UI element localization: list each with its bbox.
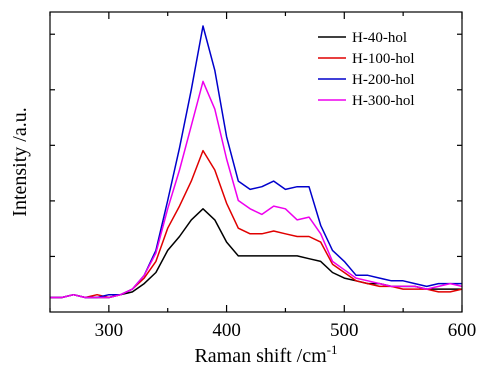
y-axis-title: Intensity /a.u. xyxy=(9,107,31,216)
series-layer xyxy=(50,25,463,299)
x-ticks: 300 400 500 600 xyxy=(49,12,477,341)
x-axis-title-text: Raman shift /cm xyxy=(194,345,327,367)
legend-label: H-300-hol xyxy=(352,93,415,109)
legend-label: H-100-hol xyxy=(352,51,415,67)
x-tick-label: 400 xyxy=(212,320,241,341)
y-ticks xyxy=(50,33,462,258)
legend-label: H-40-hol xyxy=(352,30,407,46)
series-line-h-40-hol xyxy=(50,208,462,299)
x-tick-label: 600 xyxy=(448,320,477,341)
x-axis-title: Raman shift /cm-1 xyxy=(194,342,337,367)
x-tick-label: 500 xyxy=(330,320,359,341)
legend-label: H-200-hol xyxy=(352,72,415,88)
x-tick-label: 300 xyxy=(95,320,124,341)
series-line-h-300-hol xyxy=(50,80,463,299)
x-axis-title-superscript: -1 xyxy=(327,342,338,357)
legend: H-40-hol H-100-hol H-200-hol H-300-hol xyxy=(318,30,415,109)
plot-frame xyxy=(49,11,463,313)
series-line-h-100-hol xyxy=(50,149,463,299)
